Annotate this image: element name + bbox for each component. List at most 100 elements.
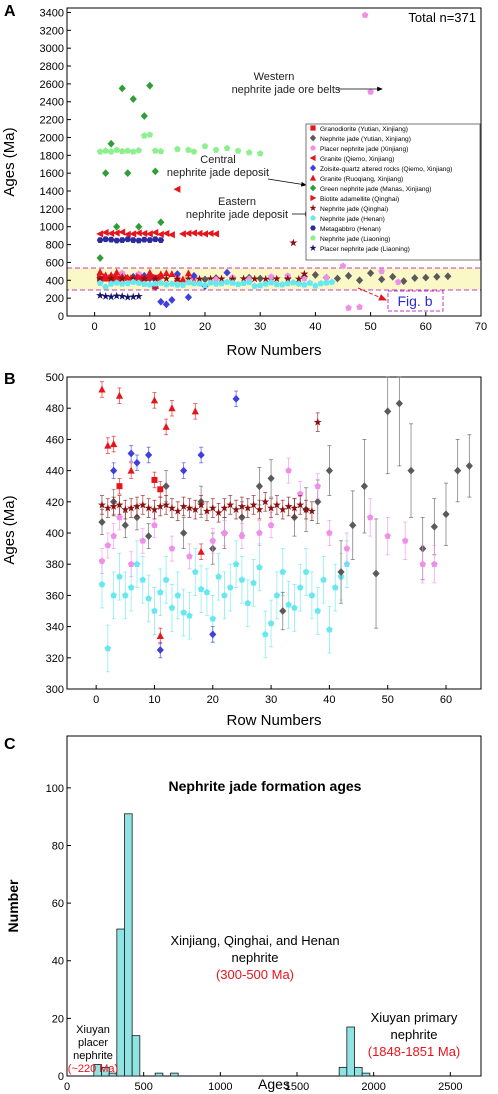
fig-b-label-box: [387, 290, 444, 312]
legend-label: Placer nephrite jade (Xinjiang): [320, 146, 408, 153]
panel-b-point: [127, 584, 135, 591]
legend-label: Placer nephrite jade (Liaoning): [320, 246, 410, 253]
panel-a-point: [129, 237, 137, 243]
legend-label: Zoisite-quartz altered rocks (Qiemo, Xin…: [320, 166, 452, 173]
panel-a-point: [96, 268, 104, 276]
panel-b-point: [167, 503, 176, 512]
panel-b-point: [214, 508, 223, 517]
panel-b-point: [349, 521, 357, 530]
panel-a-point: [185, 146, 192, 153]
panel-a-point: [107, 229, 115, 238]
y-tick-label: 60: [52, 898, 64, 910]
annotation-western-line1: Western: [254, 71, 295, 83]
panel-a-point: [167, 231, 175, 239]
legend-marker: [309, 244, 317, 251]
panel-b-point: [121, 505, 130, 513]
panel-b-point: [116, 573, 123, 580]
panel-b-point: [168, 404, 176, 412]
panel-a-point: [102, 169, 110, 178]
panel-a-point: [239, 274, 248, 283]
panel-a-point: [118, 274, 127, 283]
panel-a-point: [151, 228, 159, 237]
panel-a-point: [323, 279, 330, 286]
panel-a-point: [323, 274, 330, 281]
panel-a-legend-box: [305, 123, 481, 261]
x-tick-label: 30: [265, 694, 277, 706]
panel-b-point: [431, 560, 438, 567]
panel-b-point: [156, 502, 165, 510]
panel-b-point: [133, 458, 141, 467]
panel-a-point: [311, 271, 319, 279]
panel-b: B 0 10 20 30 40 50 60 300 320 340 360 380 400 420 440…: [1, 371, 482, 729]
panel-b-point: [98, 557, 106, 564]
panel-c-title: Nephrite jade formation ages: [169, 778, 362, 794]
panel-a-point: [107, 148, 115, 155]
panel-b-point: [110, 466, 118, 475]
legend-marker: [310, 225, 316, 231]
panel-a-point: [367, 269, 375, 278]
panel-b-point: [407, 466, 415, 475]
panel-c-ylabel: Number: [5, 879, 21, 932]
panel-b-point: [150, 505, 159, 513]
panel-a-point: [135, 222, 143, 231]
panel-b-point: [401, 537, 409, 544]
panel-b-point: [197, 451, 205, 459]
panel-a-point: [152, 280, 159, 287]
panel-b-point: [192, 568, 199, 575]
panel-a-point: [96, 274, 105, 283]
panel-b-point: [173, 506, 182, 515]
panel-a-point: [163, 281, 170, 288]
annotation-xiuyan-primary-line1: Xiuyan primary: [371, 1010, 458, 1025]
panel-a-point: [273, 280, 281, 288]
panel-a-point: [140, 274, 149, 283]
panel-a-point: [157, 147, 165, 155]
panel-a-point: [129, 230, 137, 238]
panel-a-point: [190, 280, 198, 287]
y-tick-label: 1600: [40, 168, 64, 180]
panel-b-point: [104, 441, 112, 449]
panel-a-point: [101, 292, 110, 300]
y-tick-label: 0: [58, 1071, 64, 1083]
panel-b-point: [104, 644, 112, 652]
panel-a-point: [185, 279, 192, 286]
panel-a-point: [118, 228, 126, 236]
annotation-xinjiang-line2: nephrite: [232, 950, 279, 965]
y-tick-label: 100: [46, 783, 64, 795]
x-tick-label: 0: [64, 1081, 70, 1093]
panel-b-point: [221, 529, 228, 536]
panel-a-point: [129, 274, 138, 283]
panel-a-point: [162, 269, 170, 277]
y-tick-label: 2200: [40, 115, 64, 127]
panel-b-point: [314, 497, 322, 506]
panel-a-point: [157, 274, 165, 282]
histogram-bar: [354, 1066, 363, 1077]
panel-c-plot-frame: [66, 735, 482, 1077]
legend-label: Granodiorite (Yutian, Xinjiang): [320, 126, 408, 133]
legend-label: Granite (Qiemo, Xinjiang): [320, 156, 394, 163]
panel-b-point: [110, 591, 117, 599]
panel-a-point: [96, 230, 104, 238]
panel-b-point: [442, 510, 450, 519]
panel-a-point: [157, 279, 165, 286]
panel-b-point: [232, 560, 240, 567]
panel-a-point: [113, 273, 121, 281]
panel-a-point: [190, 229, 197, 237]
panel-b-point: [133, 560, 141, 567]
panel-a-point: [267, 279, 275, 286]
panel-b-point: [261, 630, 269, 638]
panel-a-point: [107, 292, 116, 301]
panel-b-point: [278, 505, 287, 513]
annotation-western-line2: nephrite jade ore belts: [232, 84, 341, 96]
panel-a-point: [140, 280, 148, 287]
panel-b-point: [98, 581, 106, 588]
annotation-xinjiang-line1: Xinjiang, Qinghai, and Henan: [170, 933, 339, 948]
panel-b-point: [395, 399, 403, 408]
panel-a-point: [190, 148, 198, 155]
panel-b-point: [314, 607, 322, 614]
panel-a-point: [267, 273, 275, 280]
panel-b-point: [127, 466, 135, 474]
panel-a-point: [223, 278, 231, 285]
fig-b-label: Fig. b: [397, 293, 432, 309]
x-tick-label: 10: [148, 694, 160, 706]
panel-b-point: [238, 532, 246, 539]
